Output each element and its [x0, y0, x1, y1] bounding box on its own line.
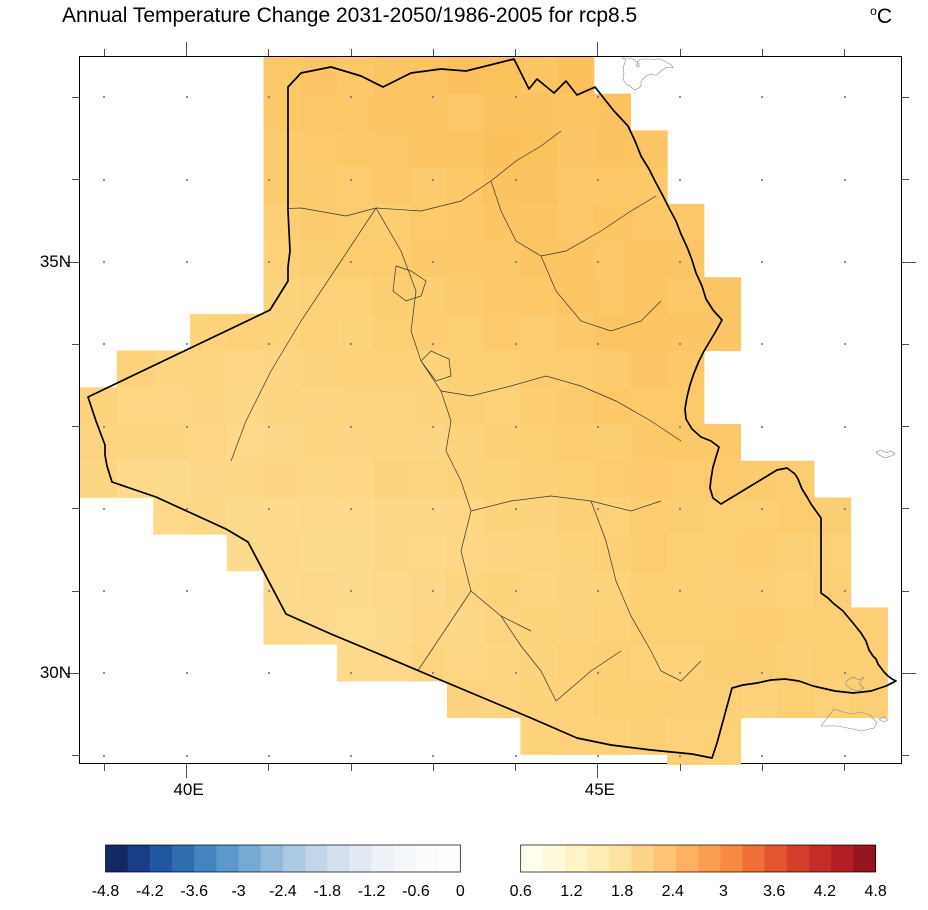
svg-text:1.2: 1.2: [560, 883, 582, 900]
svg-text:-0.6: -0.6: [402, 883, 430, 900]
svg-text:0: 0: [456, 883, 465, 900]
svg-text:0.6: 0.6: [510, 883, 532, 900]
svg-text:4.8: 4.8: [864, 883, 886, 900]
svg-text:-4.8: -4.8: [92, 883, 120, 900]
svg-text:2.4: 2.4: [662, 883, 684, 900]
svg-text:-4.2: -4.2: [136, 883, 164, 900]
svg-text:4.2: 4.2: [814, 883, 836, 900]
svg-text:-1.2: -1.2: [358, 883, 386, 900]
svg-text:3: 3: [719, 883, 728, 900]
svg-text:1.8: 1.8: [611, 883, 633, 900]
svg-text:-2.4: -2.4: [269, 883, 297, 900]
svg-text:-3: -3: [231, 883, 245, 900]
svg-text:-3.6: -3.6: [180, 883, 208, 900]
svg-text:3.6: 3.6: [763, 883, 785, 900]
svg-text:-1.8: -1.8: [313, 883, 341, 900]
